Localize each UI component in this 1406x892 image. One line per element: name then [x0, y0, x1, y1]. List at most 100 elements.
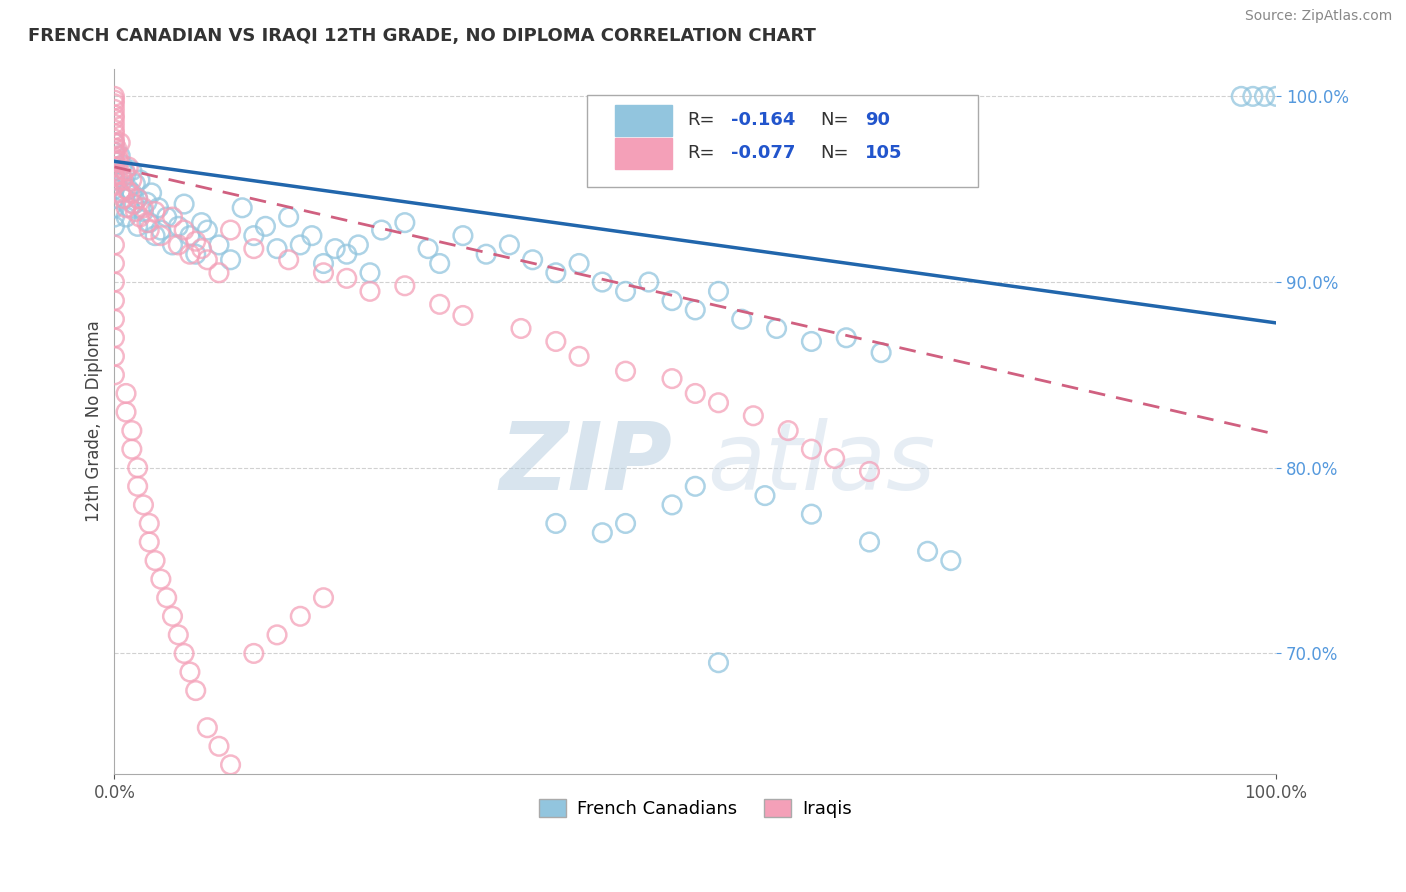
Point — [429, 256, 451, 270]
Point — [1241, 89, 1264, 103]
Point — [122, 197, 145, 211]
Point — [115, 182, 138, 196]
Point — [110, 136, 132, 150]
Point — [162, 210, 184, 224]
Point — [544, 516, 567, 531]
Point — [103, 151, 125, 165]
Point — [121, 442, 143, 457]
Point — [107, 167, 129, 181]
Point — [162, 238, 184, 252]
Point — [103, 103, 125, 117]
Text: R=: R= — [688, 111, 714, 129]
Point — [103, 256, 125, 270]
Point — [129, 173, 152, 187]
Point — [149, 572, 172, 586]
Point — [323, 242, 346, 256]
Point — [167, 238, 190, 252]
Point — [243, 647, 266, 661]
Point — [127, 219, 149, 234]
Text: FRENCH CANADIAN VS IRAQI 12TH GRADE, NO DIPLOMA CORRELATION CHART: FRENCH CANADIAN VS IRAQI 12TH GRADE, NO … — [28, 27, 815, 45]
Point — [115, 405, 138, 419]
Point — [103, 160, 125, 174]
Point — [103, 145, 125, 159]
Point — [143, 204, 166, 219]
Point — [765, 321, 787, 335]
Point — [107, 149, 129, 163]
Point — [266, 628, 288, 642]
Point — [290, 238, 312, 252]
Point — [103, 93, 125, 107]
Point — [359, 285, 381, 299]
Point — [127, 192, 149, 206]
Point — [110, 167, 132, 181]
Point — [115, 201, 138, 215]
Point — [136, 216, 159, 230]
Point — [544, 266, 567, 280]
Text: N=: N= — [821, 145, 849, 162]
Point — [219, 757, 242, 772]
Point — [824, 451, 846, 466]
Point — [103, 238, 125, 252]
Point — [108, 154, 131, 169]
Point — [301, 228, 323, 243]
Point — [754, 489, 776, 503]
Point — [312, 591, 335, 605]
Point — [277, 210, 299, 224]
Text: -0.164: -0.164 — [731, 111, 796, 129]
Point — [103, 173, 125, 187]
Point — [707, 285, 730, 299]
Point — [637, 275, 659, 289]
Point — [614, 364, 637, 378]
Point — [111, 158, 134, 172]
Point — [103, 331, 125, 345]
Point — [917, 544, 939, 558]
Point — [129, 210, 152, 224]
Point — [336, 271, 359, 285]
Point — [114, 163, 136, 178]
Point — [121, 424, 143, 438]
Point — [112, 192, 135, 206]
Point — [184, 247, 207, 261]
Point — [347, 238, 370, 252]
Point — [231, 201, 253, 215]
FancyBboxPatch shape — [614, 137, 672, 169]
Point — [103, 136, 125, 150]
Point — [103, 136, 125, 150]
Point — [451, 228, 474, 243]
FancyBboxPatch shape — [614, 104, 672, 136]
Point — [195, 721, 218, 735]
Point — [614, 516, 637, 531]
Point — [858, 465, 880, 479]
Legend: French Canadians, Iraqis: French Canadians, Iraqis — [531, 791, 859, 825]
Text: ZIP: ZIP — [499, 417, 672, 509]
Point — [103, 192, 125, 206]
Point — [243, 228, 266, 243]
Point — [266, 242, 288, 256]
Text: 105: 105 — [865, 145, 903, 162]
Point — [103, 154, 125, 169]
Point — [138, 516, 160, 531]
Point — [103, 96, 125, 111]
Point — [156, 591, 179, 605]
Point — [1230, 89, 1253, 103]
Point — [127, 460, 149, 475]
Point — [179, 247, 201, 261]
Point — [115, 386, 138, 401]
Point — [132, 201, 155, 215]
Point — [111, 173, 134, 187]
Point — [312, 266, 335, 280]
Point — [115, 210, 138, 224]
Point — [167, 219, 190, 234]
Point — [498, 238, 520, 252]
Point — [870, 345, 893, 359]
Point — [336, 247, 359, 261]
Point — [121, 173, 143, 187]
Point — [939, 553, 962, 567]
Point — [118, 186, 141, 200]
Point — [115, 167, 138, 181]
Point — [103, 163, 125, 178]
Point — [800, 334, 823, 349]
FancyBboxPatch shape — [588, 95, 977, 187]
Point — [591, 275, 613, 289]
Point — [103, 293, 125, 308]
